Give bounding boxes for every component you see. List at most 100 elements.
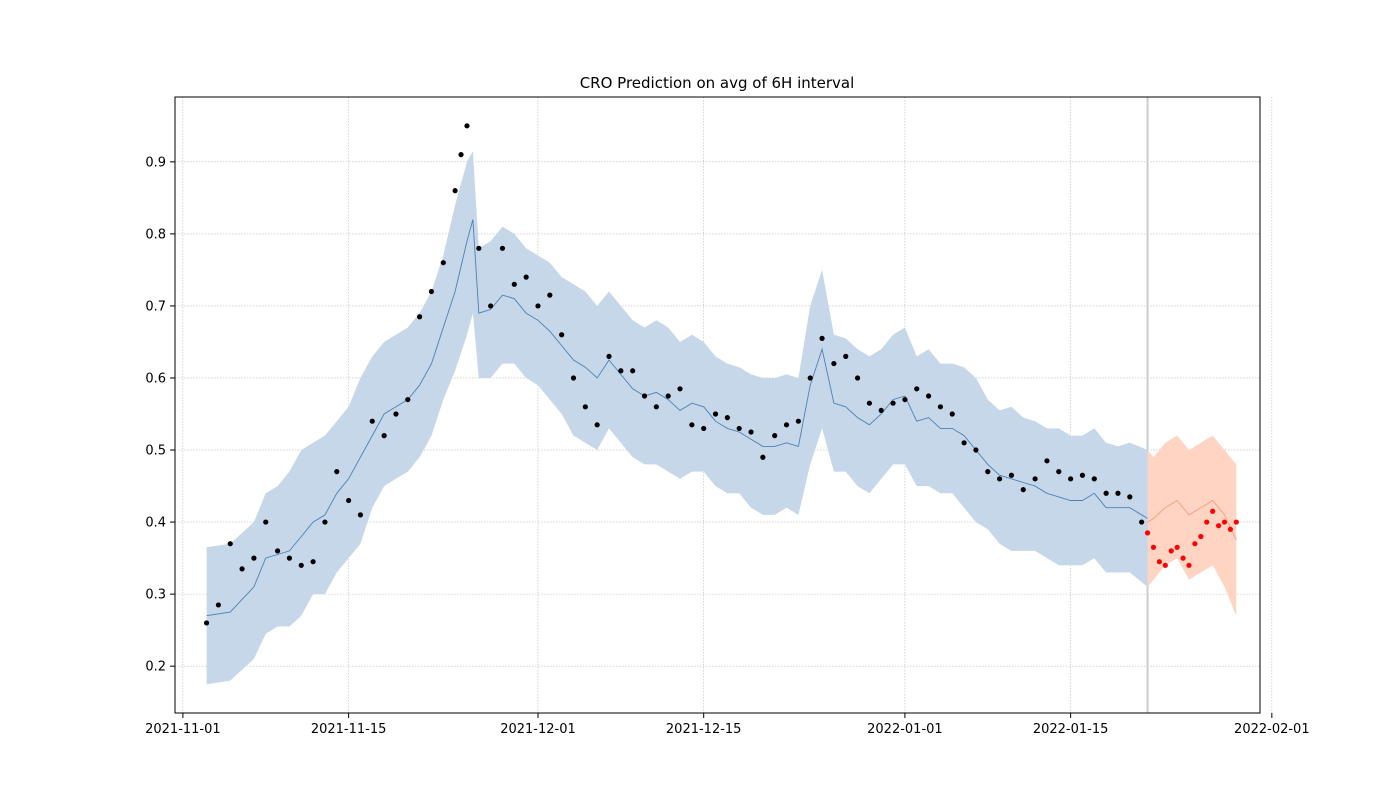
data-point-2-18: [417, 314, 423, 320]
data-point-5-5: [1174, 544, 1180, 550]
data-point-5-3: [1162, 562, 1168, 568]
data-point-2-40: [665, 393, 671, 399]
data-point-2-62: [925, 393, 932, 399]
x-tick-label: 2022-02-01: [1234, 722, 1310, 737]
data-point-2-77: [1103, 490, 1109, 496]
x-tick-label: 2021-12-01: [500, 722, 576, 737]
data-point-5-11: [1210, 508, 1216, 514]
data-point-2-32: [570, 375, 577, 381]
data-point-2-24: [476, 245, 482, 251]
data-point-2-43: [701, 425, 707, 432]
data-point-2-60: [902, 396, 908, 403]
data-point-2-14: [369, 418, 375, 424]
data-point-2-2: [227, 541, 233, 547]
data-point-2-50: [783, 422, 790, 428]
data-point-2-7: [286, 555, 293, 561]
y-tick-label: 0.2: [145, 660, 166, 675]
data-point-2-35: [606, 353, 612, 359]
data-point-2-74: [1068, 476, 1074, 482]
data-point-2-8: [298, 562, 304, 568]
data-point-2-26: [499, 245, 506, 251]
y-tick-label: 0.9: [145, 155, 166, 170]
data-point-2-79: [1127, 494, 1133, 500]
data-point-2-61: [914, 386, 920, 392]
data-point-2-42: [689, 422, 695, 428]
data-point-2-52: [807, 375, 813, 381]
data-point-2-13: [357, 512, 364, 518]
data-point-2-58: [878, 407, 884, 414]
data-point-2-48: [760, 454, 766, 460]
data-point-2-4: [251, 555, 257, 561]
data-point-2-68: [997, 476, 1003, 482]
data-point-2-54: [831, 360, 837, 367]
data-point-2-71: [1032, 476, 1038, 482]
data-point-2-27: [511, 281, 517, 287]
y-tick-label: 0.8: [145, 227, 166, 242]
y-tick-label: 0.7: [145, 299, 166, 314]
data-point-5-9: [1198, 533, 1204, 540]
data-point-2-1: [215, 602, 221, 608]
data-point-2-65: [961, 440, 967, 446]
data-point-2-63: [937, 404, 944, 410]
x-tick-label: 2022-01-01: [867, 722, 943, 737]
x-tick-label: 2022-01-15: [1033, 722, 1109, 737]
data-point-5-15: [1233, 519, 1239, 525]
data-point-2-66: [973, 447, 979, 453]
y-tick-label: 0.4: [145, 516, 166, 531]
data-point-2-67: [985, 469, 991, 475]
data-point-2-10: [322, 519, 328, 525]
trend-line-1: [206, 219, 1148, 617]
data-point-2-31: [559, 332, 565, 338]
data-point-2-72: [1044, 458, 1050, 464]
data-point-2-78: [1115, 490, 1121, 496]
axes: 2021-11-01 2021-11-15 2021-12-01 2021-12-15…: [145, 155, 1310, 737]
data-point-2-16: [393, 411, 399, 417]
data-point-2-28: [523, 274, 529, 280]
data-point-2-19: [428, 288, 435, 295]
data-point-5-2: [1156, 559, 1162, 565]
data-point-5-7: [1186, 562, 1192, 568]
data-point-5-13: [1221, 519, 1228, 525]
data-point-2-49: [772, 433, 778, 439]
data-point-2-34: [594, 422, 600, 428]
y-tick-label: 0.6: [145, 371, 166, 386]
data-point-5-6: [1180, 555, 1186, 561]
data-point-2-36: [618, 368, 624, 374]
uncertainty-band-3: [1147, 435, 1237, 616]
data-point-5-14: [1227, 526, 1234, 532]
data-point-2-39: [653, 404, 659, 410]
data-point-5-1: [1150, 544, 1157, 550]
data-point-2-12: [346, 497, 352, 504]
x-tick-label: 2021-11-15: [311, 722, 387, 737]
data-point-2-38: [641, 393, 648, 399]
data-point-2-56: [854, 375, 861, 381]
data-point-2-80: [1139, 519, 1145, 525]
chart-title: CRO Prediction on avg of 6H interval: [580, 74, 855, 92]
data-point-2-64: [949, 411, 955, 417]
data-point-2-3: [239, 566, 245, 572]
data-point-2-69: [1008, 472, 1015, 478]
data-point-2-23: [464, 123, 470, 129]
data-point-5-10: [1204, 519, 1210, 525]
data-point-2-47: [748, 429, 754, 435]
data-point-2-57: [866, 400, 873, 406]
x-tick-label: 2021-11-01: [145, 722, 221, 737]
data-point-2-6: [274, 548, 281, 554]
data-point-2-41: [677, 386, 683, 392]
data-point-2-5: [263, 519, 269, 525]
x-tick-label: 2021-12-15: [666, 722, 742, 737]
data-point-2-76: [1091, 476, 1097, 482]
uncertainty-band-0: [206, 151, 1148, 685]
data-point-2-20: [440, 260, 446, 266]
data-point-2-59: [890, 400, 896, 406]
data-point-2-29: [535, 303, 541, 309]
data-point-2-70: [1020, 487, 1026, 493]
chart-marks: [203, 97, 1239, 713]
data-point-2-44: [712, 411, 719, 417]
data-point-2-75: [1079, 472, 1086, 478]
data-point-5-0: [1144, 530, 1151, 536]
data-point-2-45: [724, 415, 730, 421]
data-point-2-11: [334, 469, 340, 475]
data-point-2-17: [405, 396, 411, 403]
